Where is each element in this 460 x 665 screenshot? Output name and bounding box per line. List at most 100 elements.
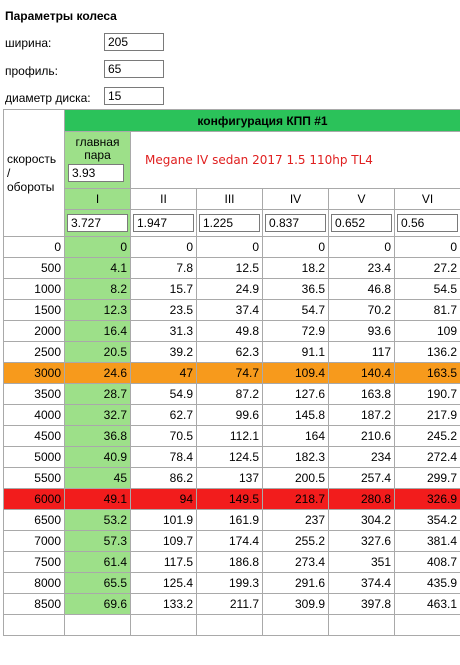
speed-cell: 45 <box>64 467 131 489</box>
gear-ratio-input-3[interactable] <box>199 214 260 232</box>
speed-cell: 40.9 <box>64 446 131 468</box>
speed-cell: 397.8 <box>328 593 395 615</box>
speed-cell: 326.9 <box>393 488 460 510</box>
gear-ratio-input-6[interactable] <box>397 214 459 232</box>
speed-cell: 93.6 <box>328 320 395 342</box>
speed-cell: 15.7 <box>130 278 197 300</box>
gear-header-3: III <box>196 188 263 210</box>
gear-ratio-input-1[interactable] <box>67 214 128 232</box>
empty-cell <box>328 614 395 636</box>
speed-cell: 54.9 <box>130 383 197 405</box>
empty-cell <box>3 614 65 636</box>
speed-cell: 0 <box>328 236 395 258</box>
speed-cell: 70.5 <box>130 425 197 447</box>
table-row: 5500 45 86.2 137 200.5 257.4 299.7 <box>3 467 460 489</box>
speed-cell: 53.2 <box>64 509 131 531</box>
speed-cell: 140.4 <box>328 362 395 384</box>
speed-cell: 49.1 <box>64 488 131 510</box>
table-row-empty <box>3 614 460 636</box>
main-pair-label: главная пара <box>75 135 120 162</box>
speed-cell: 200.5 <box>262 467 329 489</box>
speed-cell: 81.7 <box>393 299 460 321</box>
gear-ratio-input-2[interactable] <box>133 214 194 232</box>
car-note: Megane IV sedan 2017 1.5 110hp TL4 <box>129 131 460 189</box>
speed-cell: 280.8 <box>328 488 395 510</box>
speed-cell: 54.5 <box>393 278 460 300</box>
gear-ratio-input-5[interactable] <box>331 214 392 232</box>
table-row: 5000 40.9 78.4 124.5 182.3 234 272.4 <box>3 446 460 468</box>
speed-cell: 62.3 <box>196 341 263 363</box>
table-row: 4000 32.7 62.7 99.6 145.8 187.2 217.9 <box>3 404 460 426</box>
speed-cell: 69.6 <box>64 593 131 615</box>
empty-cell <box>393 614 460 636</box>
empty-cell <box>130 614 197 636</box>
empty-cell <box>196 614 263 636</box>
rim-diameter-label: диаметр диска: <box>5 91 91 105</box>
speed-cell: 36.5 <box>262 278 329 300</box>
speed-cell: 234 <box>328 446 395 468</box>
section-title: Параметры колеса <box>5 9 117 23</box>
speed-cell: 245.2 <box>393 425 460 447</box>
rpm-cell: 8500 <box>3 593 65 615</box>
speed-cell: 124.5 <box>196 446 263 468</box>
speed-cell: 101.9 <box>130 509 197 531</box>
gear-ratio-input-4[interactable] <box>265 214 326 232</box>
speed-cell: 272.4 <box>393 446 460 468</box>
speed-cell: 136.2 <box>393 341 460 363</box>
speed-cell: 32.7 <box>64 404 131 426</box>
speed-cell: 87.2 <box>196 383 263 405</box>
rpm-cell: 1500 <box>3 299 65 321</box>
speed-cell: 351 <box>328 551 395 573</box>
speed-cell: 47 <box>130 362 197 384</box>
rpm-cell: 2000 <box>3 320 65 342</box>
table-row: 8500 69.6 133.2 211.7 309.9 397.8 463.1 <box>3 593 460 615</box>
speed-cell: 304.2 <box>328 509 395 531</box>
table-row: 500 4.1 7.8 12.5 18.2 23.4 27.2 <box>3 257 460 279</box>
width-input[interactable] <box>104 33 164 51</box>
speed-cell: 54.7 <box>262 299 329 321</box>
speed-cell: 217.9 <box>393 404 460 426</box>
speed-cell: 190.7 <box>393 383 460 405</box>
gear-header-2: II <box>130 188 197 210</box>
speed-cell: 94 <box>130 488 197 510</box>
speed-cell: 163.8 <box>328 383 395 405</box>
rpm-cell: 4000 <box>3 404 65 426</box>
speed-cell: 145.8 <box>262 404 329 426</box>
table-row: 4500 36.8 70.5 112.1 164 210.6 245.2 <box>3 425 460 447</box>
speed-cell: 78.4 <box>130 446 197 468</box>
rpm-cell: 3500 <box>3 383 65 405</box>
speed-cell: 257.4 <box>328 467 395 489</box>
speed-cell: 49.8 <box>196 320 263 342</box>
rpm-cell: 2500 <box>3 341 65 363</box>
empty-cell <box>262 614 329 636</box>
speed-cell: 12.3 <box>64 299 131 321</box>
rpm-cell: 6500 <box>3 509 65 531</box>
rpm-cell: 7000 <box>3 530 65 552</box>
speed-cell: 36.8 <box>64 425 131 447</box>
profile-input[interactable] <box>104 60 164 78</box>
speed-rpm-corner-label: скорость / обороты <box>3 109 65 237</box>
speed-cell: 309.9 <box>262 593 329 615</box>
speed-cell: 31.3 <box>130 320 197 342</box>
main-pair-input[interactable] <box>68 164 124 182</box>
speed-cell: 218.7 <box>262 488 329 510</box>
rim-diameter-input[interactable] <box>104 87 164 105</box>
empty-cell <box>64 614 131 636</box>
rpm-cell: 3000 <box>3 362 65 384</box>
gear-ratio-cell-6 <box>393 209 460 237</box>
speed-cell: 463.1 <box>393 593 460 615</box>
speed-cell: 24.6 <box>64 362 131 384</box>
rpm-cell: 6000 <box>3 488 65 510</box>
speed-cell: 187.2 <box>328 404 395 426</box>
speed-cell: 0 <box>64 236 131 258</box>
table-row: 2500 20.5 39.2 62.3 91.1 117 136.2 <box>3 341 460 363</box>
speed-cell: 0 <box>130 236 197 258</box>
speed-cell: 4.1 <box>64 257 131 279</box>
speed-cell: 164 <box>262 425 329 447</box>
rpm-cell: 1000 <box>3 278 65 300</box>
table-row: 3000 24.6 47 74.7 109.4 140.4 163.5 <box>3 362 460 384</box>
gear-ratio-cell-4 <box>262 209 329 237</box>
speed-cell: 291.6 <box>262 572 329 594</box>
speed-cell: 408.7 <box>393 551 460 573</box>
